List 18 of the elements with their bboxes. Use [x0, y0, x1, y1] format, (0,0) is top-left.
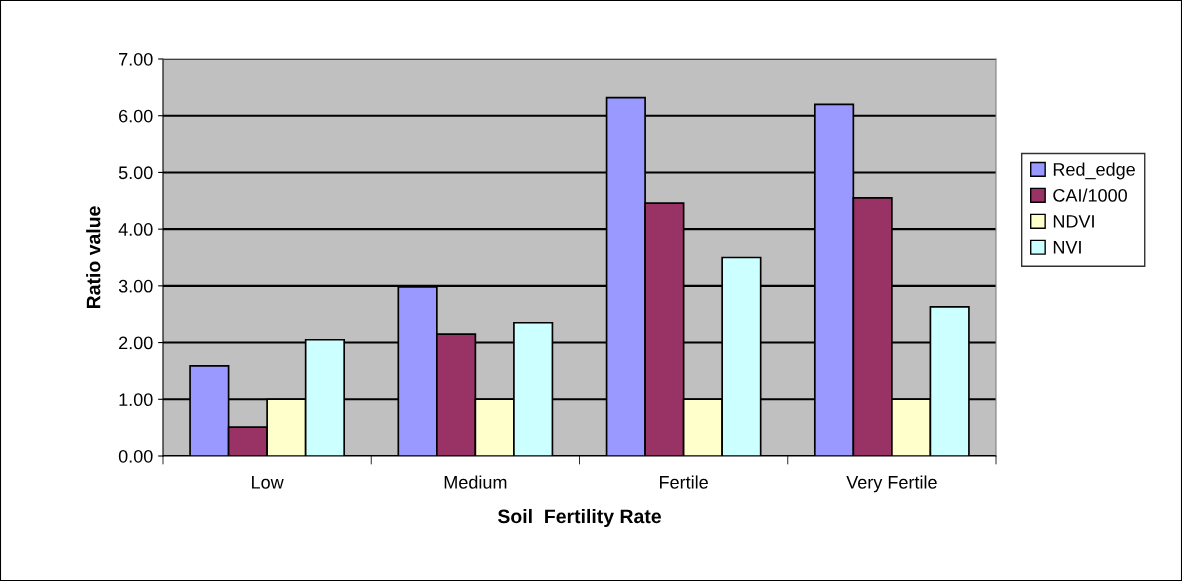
- legend-label: NDVI: [1053, 215, 1094, 228]
- x-tick-label: Fertile: [660, 475, 708, 489]
- y-tick-label: 0.00: [118, 449, 153, 463]
- y-tick-label: 2.00: [119, 336, 153, 350]
- legend-label: CAI/1000: [1053, 188, 1127, 202]
- x-tick-label: Very Fertile: [846, 475, 937, 493]
- y-tick-label: 6.00: [119, 109, 153, 123]
- y-axis-title: Ratio value: [86, 206, 101, 309]
- legend-label: Red_edge: [1053, 162, 1135, 180]
- y-tick-label: 7.00: [119, 52, 153, 66]
- y-tick-label: 1.00: [119, 393, 153, 407]
- y-tick-label: 3.00: [118, 279, 153, 293]
- x-tick-label: Low: [252, 476, 284, 489]
- x-tick-label: Medium: [444, 475, 507, 489]
- y-tick-label: 5.00: [118, 166, 153, 180]
- y-tick-label: 4.00: [118, 223, 153, 236]
- legend-label: NVI: [1053, 241, 1081, 254]
- x-axis-title: Soil Fertility Rate: [497, 508, 661, 528]
